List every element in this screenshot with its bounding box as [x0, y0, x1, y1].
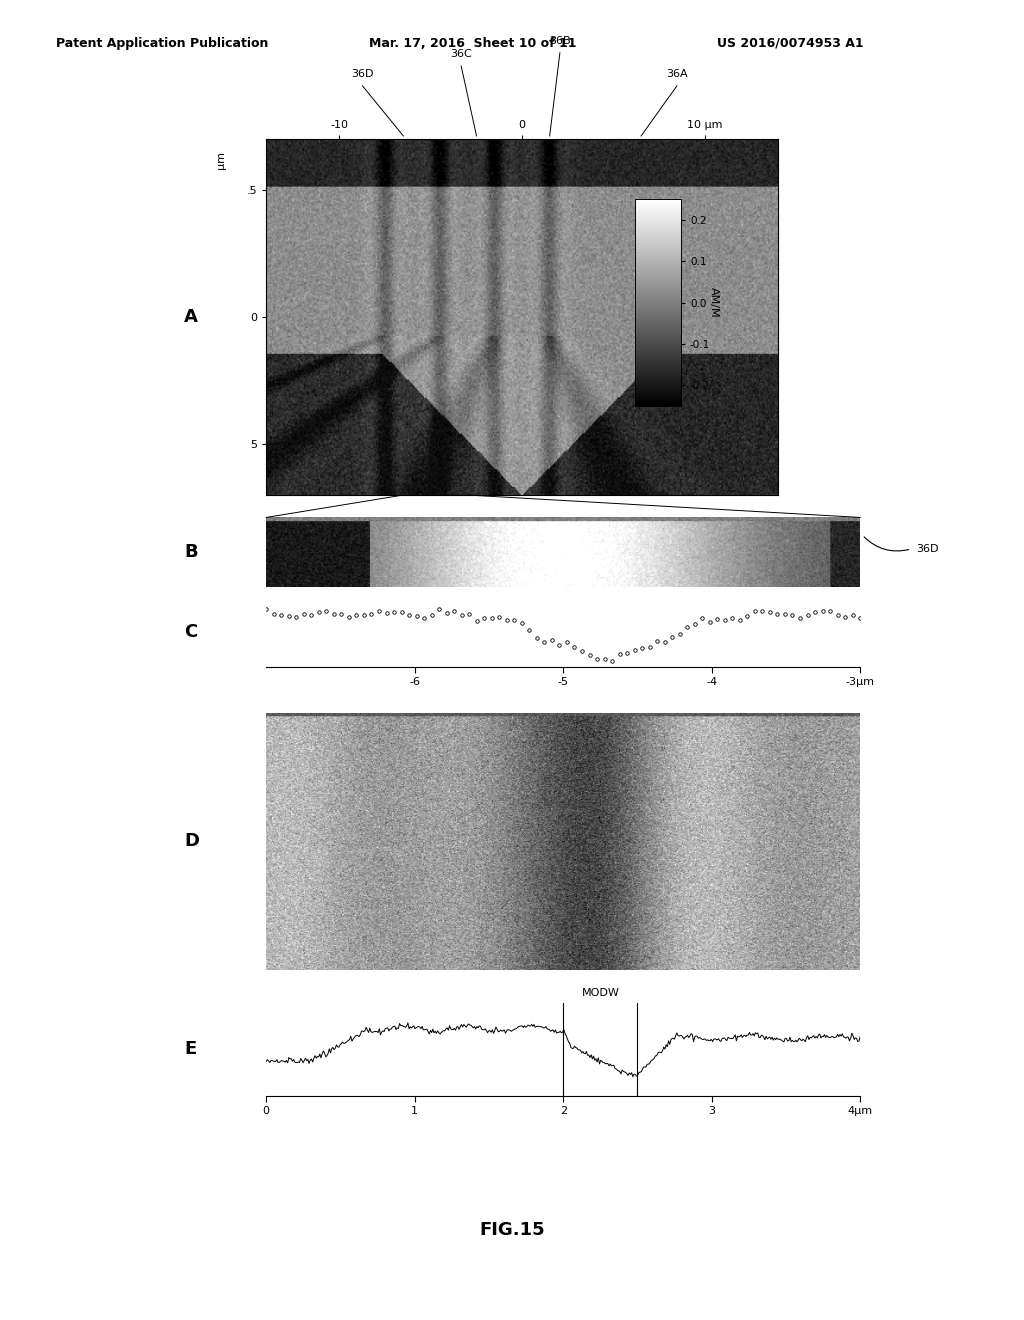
Text: MODW: MODW: [582, 987, 620, 998]
Text: B: B: [184, 544, 198, 561]
Text: D: D: [184, 833, 200, 850]
Text: Mar. 17, 2016  Sheet 10 of 11: Mar. 17, 2016 Sheet 10 of 11: [369, 37, 577, 50]
Text: 36C: 36C: [451, 49, 472, 59]
Text: 36A: 36A: [667, 69, 688, 79]
Text: μm: μm: [215, 152, 225, 169]
Text: US 2016/0074953 A1: US 2016/0074953 A1: [717, 37, 863, 50]
Text: C: C: [184, 623, 198, 640]
Text: A: A: [184, 308, 199, 326]
Text: FIG.15: FIG.15: [479, 1221, 545, 1239]
Text: Patent Application Publication: Patent Application Publication: [56, 37, 268, 50]
Text: AM/M: AM/M: [709, 288, 719, 318]
Text: 36B: 36B: [549, 36, 570, 46]
Text: E: E: [184, 1040, 197, 1059]
Text: 36D: 36D: [916, 544, 939, 554]
Text: 36D: 36D: [351, 69, 374, 79]
